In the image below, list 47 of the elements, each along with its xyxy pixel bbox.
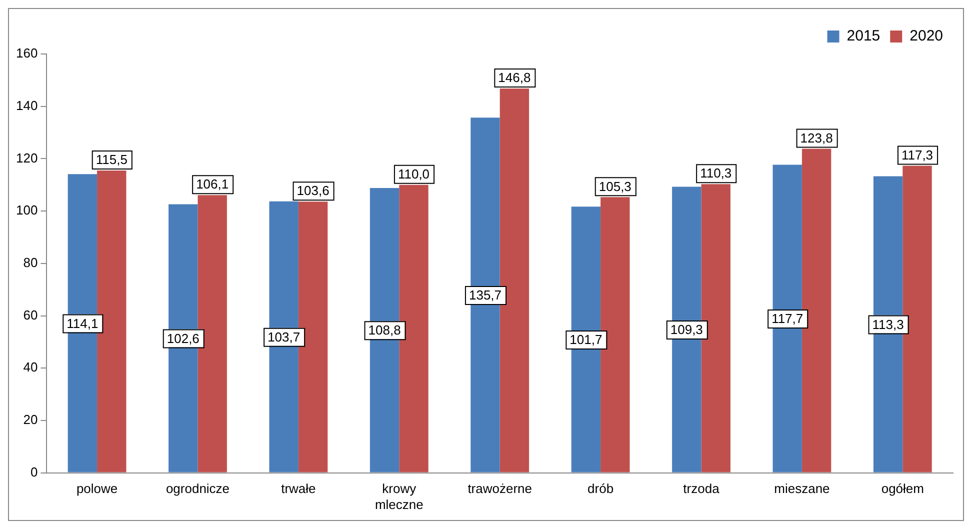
x-tick-label: ogrodnicze [166,481,230,496]
y-tick-label: 120 [16,150,38,166]
bar [600,197,630,472]
y-tick-label: 20 [23,412,38,428]
bar [500,88,530,472]
x-tick-label: polowe [76,481,118,496]
data-label: 108,8 [368,322,401,338]
y-tick-label: 80 [23,254,38,270]
data-label: 117,3 [901,147,934,162]
data-label: 117,7 [772,311,804,326]
x-tick-label: krowy mleczne [374,481,424,512]
data-label: 115,5 [96,152,128,168]
bar [198,195,227,472]
data-label: 110,3 [700,166,732,181]
data-label: 114,1 [66,316,98,331]
bar [298,202,328,472]
data-label: 109,3 [670,322,703,338]
x-tick-label: mieszane [774,481,830,496]
data-label: 105,3 [598,178,632,194]
bar [802,148,832,472]
x-tick-label: ogółem [881,481,924,496]
y-tick-label: 60 [23,307,38,322]
bar [97,170,126,472]
y-tick-label: 100 [16,202,38,218]
legend-label: 2020 [910,28,944,45]
y-tick-label: 40 [23,360,38,375]
data-label: 146,8 [498,70,531,86]
x-tick-label: drób [588,481,614,496]
x-tick-label: trawożerne [468,481,532,496]
y-tick-label: 140 [16,98,38,113]
x-tick-label: trzoda [683,481,720,496]
bar [399,184,428,472]
x-tick-label: trwałe [281,481,316,496]
bar [902,166,932,472]
bar [701,184,730,472]
data-label: 101,7 [570,332,602,348]
legend-label: 2015 [846,28,880,45]
y-tick-label: 0 [30,464,38,480]
data-label: 102,6 [166,330,200,346]
y-tick-label: 160 [16,46,38,61]
data-label: 103,7 [268,329,300,344]
data-label: 110,0 [398,166,430,182]
data-label: 113,3 [872,316,904,332]
data-label: 106,1 [196,176,229,192]
data-label: 103,6 [296,183,330,198]
data-label: 135,7 [468,288,502,303]
data-label: 123,8 [800,130,833,146]
